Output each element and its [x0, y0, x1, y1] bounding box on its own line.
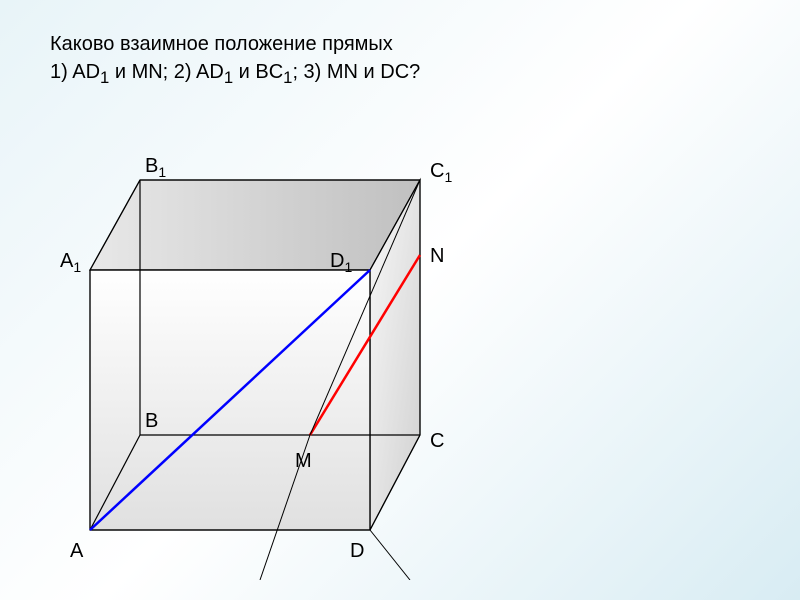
label-C: C	[430, 430, 444, 453]
label-B: B	[145, 410, 158, 433]
label-A: A	[70, 540, 83, 563]
question-line2: 1) AD1 и MN; 2) AD1 и BC1; 3) MN и DC?	[50, 58, 420, 89]
label-C1: C1	[430, 160, 452, 185]
label-D: D	[350, 540, 364, 563]
label-B1: B1	[145, 155, 166, 180]
prism-diagram	[50, 150, 470, 580]
label-M: M	[295, 450, 312, 473]
question-text: Каково взаимное положение прямых 1) AD1 …	[50, 30, 420, 89]
label-D1: D1	[330, 250, 352, 275]
diagram-container: A B C D A1 B1 C1 D1 M N	[50, 150, 470, 580]
label-N: N	[430, 245, 444, 268]
question-line1: Каково взаимное положение прямых	[50, 30, 420, 58]
label-A1: A1	[60, 250, 81, 275]
